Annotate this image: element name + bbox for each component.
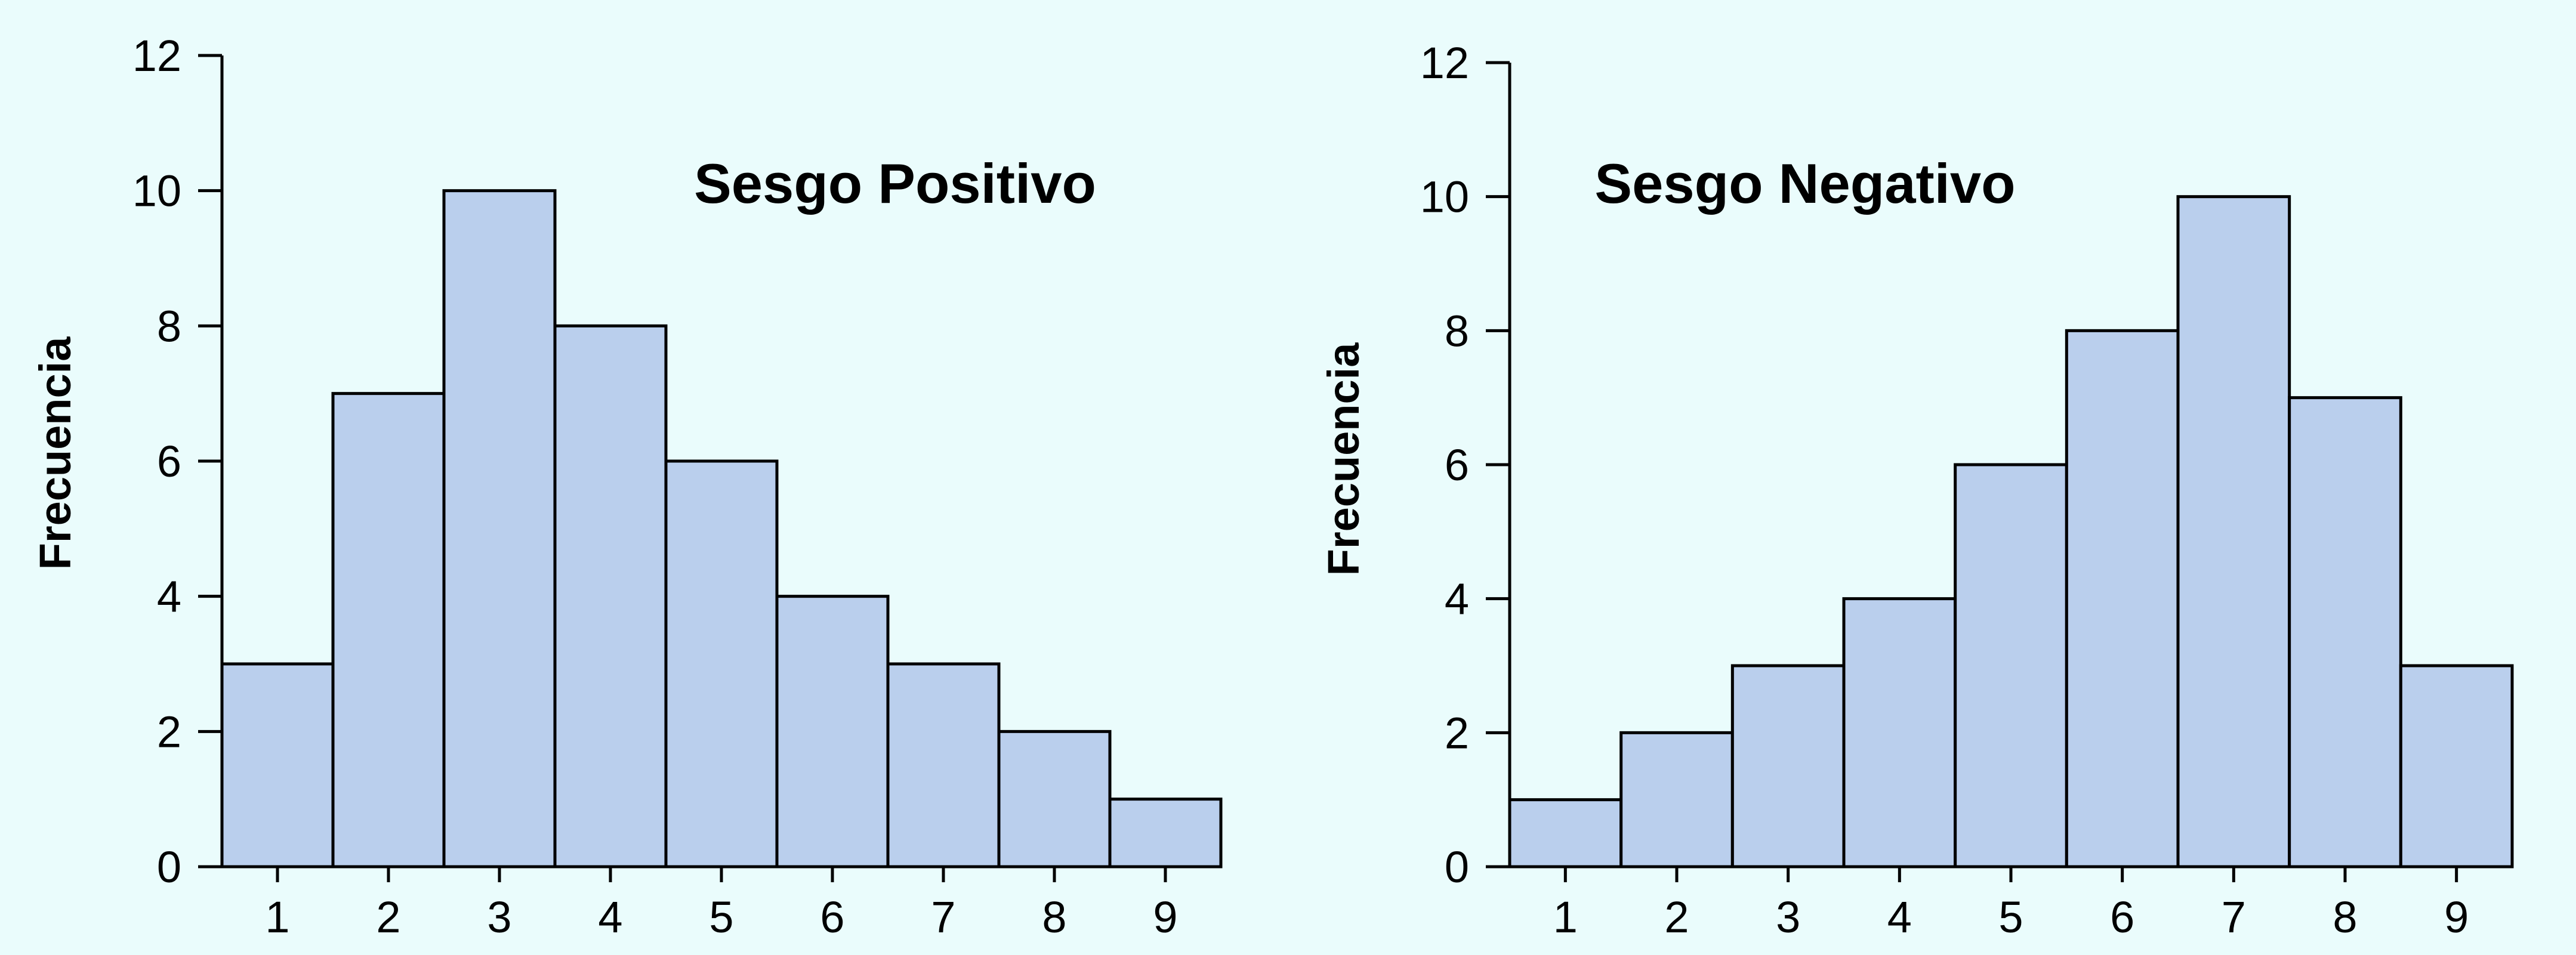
bar-7	[886, 662, 1001, 869]
bar-1	[1508, 798, 1623, 869]
y-tick-label: 10	[1420, 172, 1469, 222]
y-axis-label: Frecuencia	[30, 336, 80, 570]
x-tick-label: 5	[709, 892, 733, 942]
bar-2	[331, 392, 446, 869]
bar-2	[1619, 731, 1734, 869]
x-tick-label: 3	[487, 892, 511, 942]
bar-5	[1954, 463, 2068, 869]
x-tick-label: 1	[1553, 892, 1578, 942]
y-tick-label: 6	[1445, 440, 1469, 490]
y-tick-label: 4	[157, 572, 181, 622]
bar-9	[1108, 798, 1223, 869]
bar-4	[553, 324, 668, 869]
y-tick-label: 12	[132, 31, 181, 81]
x-tick-label: 7	[931, 892, 955, 942]
chart-title: Sesgo Negativo	[1594, 152, 2015, 215]
y-tick-label: 2	[1445, 708, 1469, 758]
y-tick-label: 8	[157, 301, 181, 351]
bar-3	[1730, 664, 1846, 869]
bar-3	[442, 189, 557, 869]
bar-9	[2399, 664, 2514, 869]
x-tick-label: 4	[1887, 892, 1912, 942]
y-tick-label: 0	[1445, 842, 1469, 892]
x-tick-label: 2	[376, 892, 400, 942]
bar-8	[2288, 396, 2402, 869]
x-tick-label: 6	[820, 892, 844, 942]
chart-title: Sesgo Positivo	[694, 152, 1096, 215]
y-tick-label: 2	[157, 707, 181, 756]
y-tick-label: 8	[1445, 306, 1469, 356]
x-tick-label: 5	[1998, 892, 2023, 942]
y-tick-label: 12	[1420, 38, 1469, 88]
x-tick-label: 7	[2222, 892, 2246, 942]
x-tick-label: 9	[2444, 892, 2469, 942]
bar-6	[2065, 329, 2180, 869]
bar-7	[2176, 195, 2291, 869]
bar-1	[220, 662, 335, 869]
bar-4	[1842, 597, 1957, 869]
x-tick-label: 8	[2333, 892, 2357, 942]
x-tick-label: 8	[1042, 892, 1066, 942]
x-tick-label: 1	[265, 892, 289, 942]
x-tick-label: 9	[1153, 892, 1177, 942]
bar-5	[664, 459, 779, 869]
y-tick-label: 4	[1445, 574, 1469, 624]
y-tick-label: 6	[157, 437, 181, 486]
x-tick-label: 4	[598, 892, 622, 942]
y-tick-label: 0	[157, 842, 181, 892]
bar-6	[775, 595, 890, 869]
x-tick-label: 6	[2110, 892, 2134, 942]
bar-8	[997, 730, 1112, 869]
y-axis-label: Frecuencia	[1319, 342, 1368, 576]
x-tick-label: 2	[1664, 892, 1689, 942]
x-tick-label: 3	[1776, 892, 1800, 942]
y-tick-label: 10	[132, 166, 181, 216]
